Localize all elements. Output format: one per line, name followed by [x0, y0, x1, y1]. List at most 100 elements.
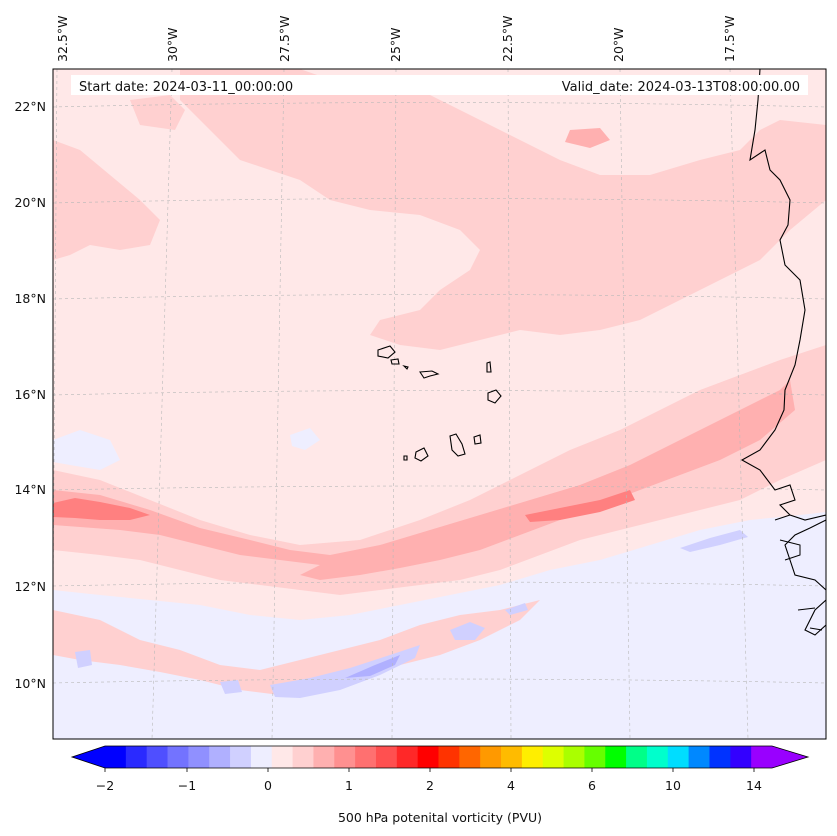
island-sao-vicente	[390, 358, 400, 365]
parallel-line	[53, 485, 826, 491]
colorbar-cell	[626, 746, 648, 768]
lat-label: 10°N	[14, 676, 46, 691]
colorbar-cell	[542, 746, 564, 768]
colorbar-cell	[209, 746, 231, 768]
lon-label: 20°W	[611, 27, 626, 62]
colorbar-tick-label: 1	[345, 778, 353, 793]
pv-contour-pink-band	[53, 380, 795, 580]
colorbar-cell	[501, 746, 523, 768]
colorbar-cell	[396, 746, 419, 768]
colorbar-tick-label: 14	[746, 778, 762, 793]
pv-contour-blue-blob-4	[505, 603, 528, 615]
colorbar-cell	[417, 746, 439, 768]
pv-contour-blue-blob-east	[680, 530, 748, 552]
lon-label: 17.5°W	[722, 16, 737, 62]
map-frame	[52, 68, 827, 740]
colorbar-cell	[667, 746, 690, 768]
colorbar-cell	[730, 746, 752, 768]
colorbar-cell	[334, 746, 356, 768]
parallel-line	[53, 198, 826, 204]
start-date-label: Start date: 2024-03-11_00:00:00	[79, 80, 293, 95]
island-santa-luzia	[402, 364, 409, 370]
pv-contour-light-pink-top	[130, 95, 185, 130]
island-boa-vista	[487, 389, 502, 404]
parallel-line	[53, 102, 826, 108]
lat-label: 20°N	[14, 195, 46, 210]
colorbar-cell	[480, 746, 502, 768]
colorbar-cell	[230, 746, 252, 768]
colorbar-cell	[250, 746, 273, 768]
pv-contour-blue-blob-1	[450, 622, 485, 640]
island-maio	[473, 434, 482, 445]
island-sal	[486, 361, 492, 373]
valid-date-label: Valid_date: 2024-03-13T08:00:00.00	[562, 80, 800, 95]
meridian-line	[729, 69, 749, 739]
colorbar-max-arrow	[772, 746, 808, 768]
lat-label: 18°N	[14, 291, 46, 306]
parallel-line	[53, 294, 826, 300]
colorbar-cell	[751, 746, 773, 768]
colorbar-cell	[646, 746, 669, 768]
lat-label: 12°N	[14, 579, 46, 594]
pv-contour-light-pink-south-strip	[53, 600, 540, 695]
colorbar-cell	[709, 746, 731, 768]
pv-contour-blue-streak-south	[270, 645, 420, 698]
lon-label: 32.5°W	[55, 16, 70, 62]
colorbar-cell	[271, 746, 293, 768]
colorbar-cell	[563, 746, 585, 768]
colorbar-cell	[688, 746, 710, 768]
pv-contour-light-pink-nw	[53, 140, 160, 260]
pv-contour-blue-core-south	[345, 655, 400, 678]
coast-detail-senegal	[774, 514, 823, 631]
lat-label: 16°N	[14, 387, 46, 402]
colorbar-cell	[459, 746, 481, 768]
meridian-line	[271, 69, 285, 739]
map-panel	[53, 69, 826, 739]
lon-label: 25°W	[388, 27, 403, 62]
pv-contour-pink-top	[565, 128, 610, 148]
colorbar-cell	[375, 746, 398, 768]
colorbar-cell	[105, 746, 127, 768]
lon-label: 30°W	[165, 27, 180, 62]
colorbar-tick-label: 0	[264, 778, 272, 793]
meridian-line	[151, 69, 173, 739]
pv-contour-red-core-east	[525, 490, 635, 522]
cape-verde-islands	[377, 345, 502, 462]
lon-label: 22.5°W	[500, 16, 515, 62]
colorbar-tick-label: −1	[178, 778, 196, 793]
colorbar-cell	[584, 746, 606, 768]
island-brava	[403, 455, 408, 461]
island-sao-nicolau	[419, 370, 440, 379]
lat-label: 22°N	[14, 99, 46, 114]
colorbar-tick-label: 2	[426, 778, 434, 793]
parallel-line	[53, 678, 826, 684]
colorbar-cell	[313, 746, 335, 768]
colorbar-cell	[605, 746, 627, 768]
pv-contour-pale-blue-mid	[290, 428, 320, 450]
pv-contour-light-pink-band-north	[180, 69, 826, 350]
colorbar-cell	[146, 746, 168, 768]
pv-contour-blue-blob-3	[220, 680, 242, 694]
colorbar-cell	[125, 746, 148, 768]
colorbar-tick-label: −2	[96, 778, 114, 793]
parallel-line	[53, 390, 826, 396]
latitude-labels: 22°N 20°N 18°N 16°N 14°N 12°N 10°N	[14, 99, 46, 691]
graticule	[53, 69, 826, 739]
island-fogo	[414, 447, 429, 462]
meridian-line	[619, 69, 631, 739]
colorbar-cell	[188, 746, 210, 768]
colorbar-title: 500 hPa potenital vorticity (PVU)	[338, 810, 542, 825]
colorbar-cell	[355, 746, 377, 768]
pv-contour-red-core-west	[53, 498, 150, 520]
parallel-line	[53, 581, 826, 587]
longitude-labels: 32.5°W 30°W 27.5°W 25°W 22.5°W 20°W 17.5…	[55, 16, 737, 62]
pv-contour-pale-blue-west	[53, 430, 120, 470]
colorbar: −2 −1 0 1 2 4 6 10 14 500 hPa potenital …	[70, 745, 810, 825]
meridian-line	[507, 69, 512, 739]
africa-coastline	[740, 69, 826, 636]
colorbar-cell	[521, 746, 544, 768]
colorbar-ticks	[104, 768, 755, 772]
lon-label: 27.5°W	[277, 16, 292, 62]
colorbar-tick-labels: −2 −1 0 1 2 4 6 10 14	[96, 778, 762, 793]
